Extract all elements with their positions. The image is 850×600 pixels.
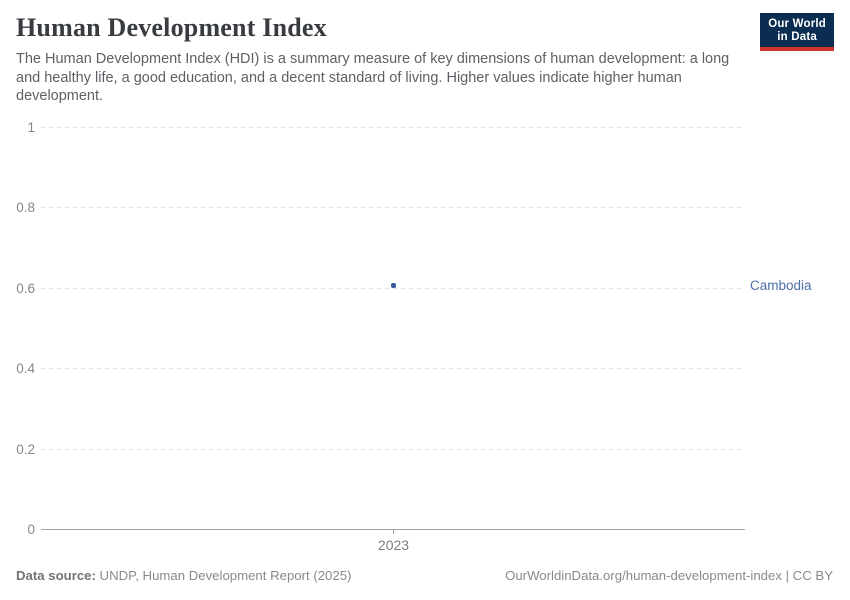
plot-area: 1 0.8 0.6 0.4 0.2 0 <box>12 118 838 578</box>
grid-row: 1 <box>12 118 745 136</box>
grid-row: 0.2 <box>12 440 745 458</box>
y-tick-label: 0 <box>27 522 35 538</box>
y-tick-label: 0.2 <box>16 441 35 457</box>
grid-row: 0.8 <box>12 199 745 217</box>
gridline <box>41 287 745 289</box>
gridline <box>41 207 745 209</box>
chart-title: Human Development Index <box>16 13 327 42</box>
y-tick-label: 0.6 <box>16 280 35 296</box>
gridline <box>41 126 745 128</box>
credit-note: OurWorldinData.org/human-development-ind… <box>505 568 833 583</box>
chart-footer: Data source: UNDP, Human Development Rep… <box>16 568 833 583</box>
owid-logo-line2: in Data <box>777 31 817 43</box>
gridline <box>41 368 745 370</box>
chart-subtitle: The Human Development Index (HDI) is a s… <box>16 51 730 105</box>
chart-header: Human Development Index The Human Develo… <box>16 12 756 106</box>
x-tick-label: 2023 <box>377 537 410 553</box>
grid-row: 0.4 <box>12 360 745 378</box>
gridline <box>41 448 745 450</box>
y-tick-label: 1 <box>27 119 35 135</box>
grid-row: 0.6 <box>12 279 745 297</box>
owid-logo-line1: Our World <box>768 18 826 30</box>
data-source-label: Data source: <box>16 568 96 583</box>
owid-logo[interactable]: Our World in Data <box>760 13 834 51</box>
y-tick-label: 0.4 <box>16 361 35 377</box>
x-axis-line <box>41 529 745 531</box>
data-point-cambodia[interactable] <box>391 283 396 289</box>
grid-row: 0 <box>12 521 745 539</box>
data-source-note: Data source: UNDP, Human Development Rep… <box>16 568 351 583</box>
data-source-value: UNDP, Human Development Report (2025) <box>95 568 352 583</box>
x-tick-mark <box>393 530 394 534</box>
entity-label[interactable]: Cambodia <box>750 277 812 293</box>
y-axis-grid: 1 0.8 0.6 0.4 0.2 0 <box>12 118 745 539</box>
y-tick-label: 0.8 <box>16 200 35 216</box>
